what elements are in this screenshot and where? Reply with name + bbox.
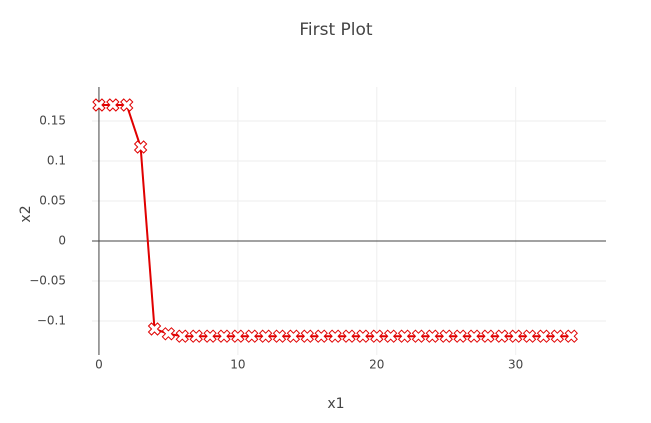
marker [175,329,190,343]
marker [383,329,398,343]
marker [411,329,426,343]
marker [231,329,245,343]
chart-title: First Plot [299,20,373,40]
marker [147,322,162,336]
y-axis-label: x2 [18,205,34,222]
marker [300,329,315,343]
marker [439,329,453,343]
y-tick-label: −0.1 [37,314,66,328]
data-line [98,104,572,338]
marker [550,329,565,343]
marker [495,329,509,343]
marker [564,329,578,343]
marker [258,329,273,343]
marker [522,329,537,343]
marker [217,329,231,343]
x-tick-label: 0 [95,358,103,372]
marker [467,329,481,343]
x-axis-label: x1 [327,396,344,412]
marker [397,329,412,343]
x-tick-label: 30 [508,358,523,372]
y-tick-label: 0 [58,234,66,248]
marker [453,329,467,343]
y-tick-label: −0.05 [29,274,66,288]
marker [92,98,106,112]
marker [370,329,384,343]
marker [106,98,120,112]
x-tick-label: 10 [230,358,245,372]
y-tick-label: 0.15 [39,114,66,128]
marker [356,329,370,343]
marker [536,329,551,343]
marker [203,329,217,343]
marker [425,329,440,343]
marker [161,327,176,341]
marker [286,329,301,343]
marker [314,329,328,343]
y-tick-label: 0.05 [39,194,66,208]
x-tick-label: 20 [369,358,384,372]
marker [120,98,134,112]
marker [328,329,342,343]
marker [133,140,148,154]
marker [245,329,259,343]
marker [189,329,203,343]
marker [481,329,495,343]
marker [508,329,523,343]
marker [342,329,356,343]
marker [272,329,287,343]
y-tick-label: 0.1 [47,154,66,168]
